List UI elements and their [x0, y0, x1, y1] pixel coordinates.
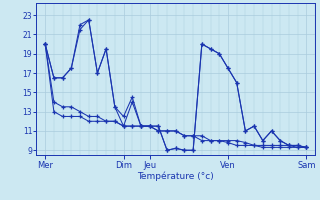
X-axis label: Température (°c): Température (°c) — [137, 171, 214, 181]
